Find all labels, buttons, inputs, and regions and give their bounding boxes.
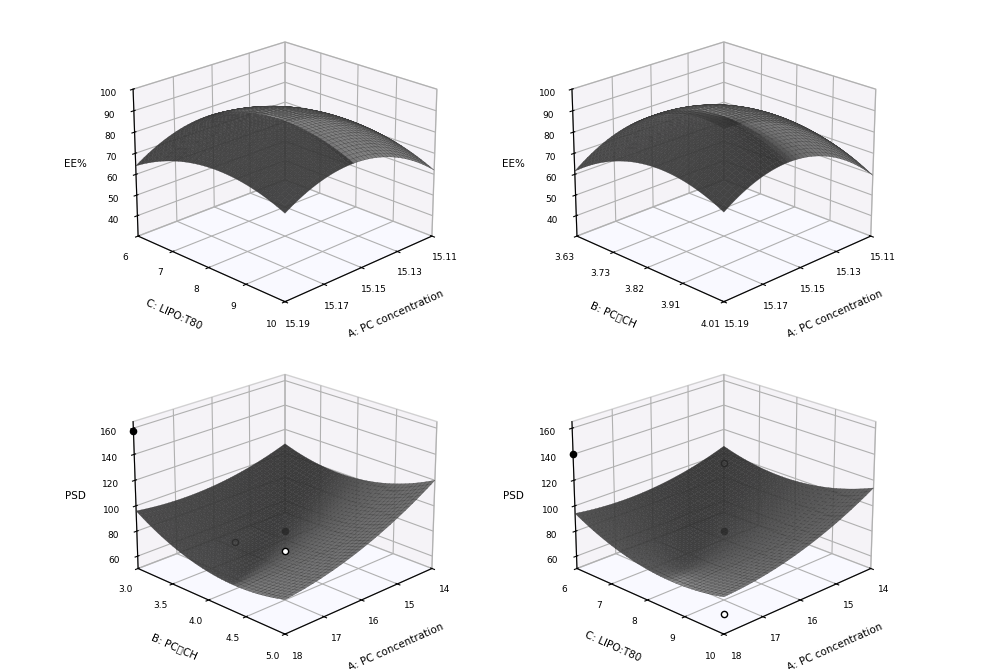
Y-axis label: B: PC：CH: B: PC：CH: [588, 300, 637, 329]
Y-axis label: C: LIPO:T80: C: LIPO:T80: [583, 630, 642, 664]
X-axis label: A: PC concentration: A: PC concentration: [786, 622, 884, 669]
X-axis label: A: PC concentration: A: PC concentration: [347, 622, 445, 669]
X-axis label: A: PC concentration: A: PC concentration: [786, 289, 884, 341]
X-axis label: A: PC concentration: A: PC concentration: [347, 289, 445, 341]
Y-axis label: B: PC：CH: B: PC：CH: [150, 632, 198, 662]
Y-axis label: C: LIPO:T80: C: LIPO:T80: [144, 298, 204, 331]
